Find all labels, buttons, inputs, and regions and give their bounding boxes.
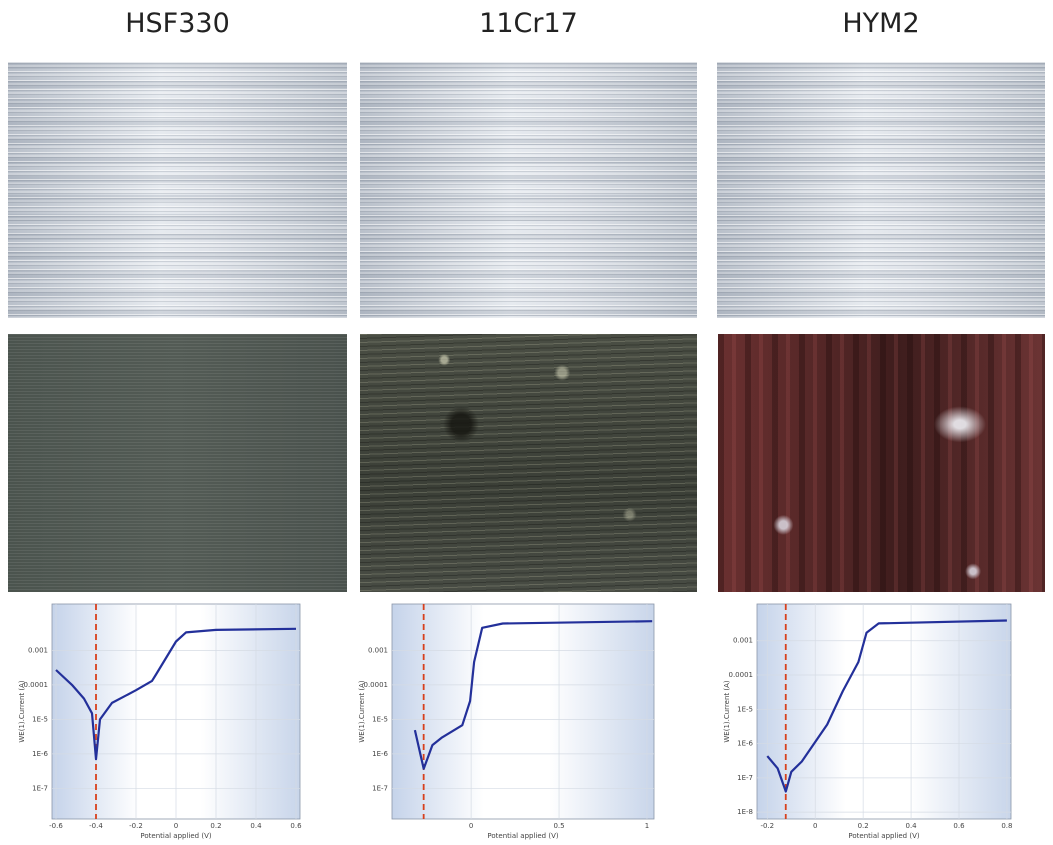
y-tick-label: 1E-6 xyxy=(737,740,753,748)
x-axis-label: Potential applied (V) xyxy=(140,832,211,840)
y-tick-label: 1E-7 xyxy=(372,784,388,792)
x-axis-label: Potential applied (V) xyxy=(848,832,919,840)
x-tick-label: -0.2 xyxy=(129,822,143,830)
x-tick-label: 0.2 xyxy=(210,822,221,830)
x-tick-label: -0.4 xyxy=(89,822,103,830)
x-tick-label: 0.6 xyxy=(290,822,302,830)
data-line xyxy=(413,620,653,770)
corroded-photo xyxy=(8,334,347,592)
surface-photo xyxy=(360,62,697,318)
x-tick-label: 0.8 xyxy=(1001,822,1012,830)
surface-photo xyxy=(8,62,347,318)
y-tick-label: 1E-5 xyxy=(32,715,48,723)
x-tick-label: 0 xyxy=(469,822,473,830)
x-tick-label: 1 xyxy=(645,822,649,830)
column-heading: 11Cr17 xyxy=(479,8,578,39)
x-tick-label: 0 xyxy=(813,822,817,830)
y-tick-label: 0.0001 xyxy=(24,681,49,689)
y-tick-label: 1E-6 xyxy=(32,750,48,758)
plot-area xyxy=(391,603,655,820)
x-tick-label: 0.4 xyxy=(906,822,918,830)
polarization-chart: 1E-7 1E-6 1E-5 0.0001 0.001 0 0.5 1 Potential ap… xyxy=(358,603,655,840)
y-tick-label: 0.001 xyxy=(733,637,753,645)
y-axis-label: WE(1).Current (A) xyxy=(723,680,731,743)
y-tick-label: 1E-8 xyxy=(737,808,753,816)
x-tick-label: 0.4 xyxy=(250,822,262,830)
y-tick-label: 0.001 xyxy=(368,646,388,654)
x-axis-label: Potential applied (V) xyxy=(487,832,558,840)
surface-photo xyxy=(717,62,1045,318)
y-tick-label: 1E-5 xyxy=(372,715,388,723)
y-tick-label: 1E-7 xyxy=(32,784,48,792)
y-tick-label: 0.0001 xyxy=(364,681,389,689)
data-line xyxy=(766,619,1007,793)
polarization-chart: 1E-7 1E-6 1E-5 0.0001 0.001 -0.6 -0.4 -0.2 0 0.2 0… xyxy=(18,603,302,840)
polarization-chart: 1E-8 1E-7 1E-6 1E-5 0.0001 0.001 -0.2 0 0.2 0.4 0.… xyxy=(723,603,1012,840)
corroded-photo xyxy=(718,334,1045,592)
y-tick-label: 1E-7 xyxy=(737,774,753,782)
plot-area xyxy=(756,603,1012,820)
x-tick-label: 0 xyxy=(174,822,178,830)
y-tick-label: 1E-5 xyxy=(737,705,753,713)
y-axis-label: WE(1).Current (A) xyxy=(358,680,366,743)
x-tick-label: -0.6 xyxy=(49,822,63,830)
y-tick-label: 0.0001 xyxy=(729,671,754,679)
y-tick-label: 1E-6 xyxy=(372,750,388,758)
x-tick-label: 0.6 xyxy=(953,822,965,830)
y-axis-label: WE(1).Current (A) xyxy=(18,680,26,743)
data-line xyxy=(55,627,297,761)
corroded-photo xyxy=(360,334,697,592)
x-tick-label: 0.2 xyxy=(858,822,869,830)
x-tick-label: -0.2 xyxy=(760,822,774,830)
column-heading: HYM2 xyxy=(842,8,920,39)
column-heading: HSF330 xyxy=(125,8,230,39)
y-tick-label: 0.001 xyxy=(28,646,48,654)
x-tick-label: 0.5 xyxy=(553,822,564,830)
